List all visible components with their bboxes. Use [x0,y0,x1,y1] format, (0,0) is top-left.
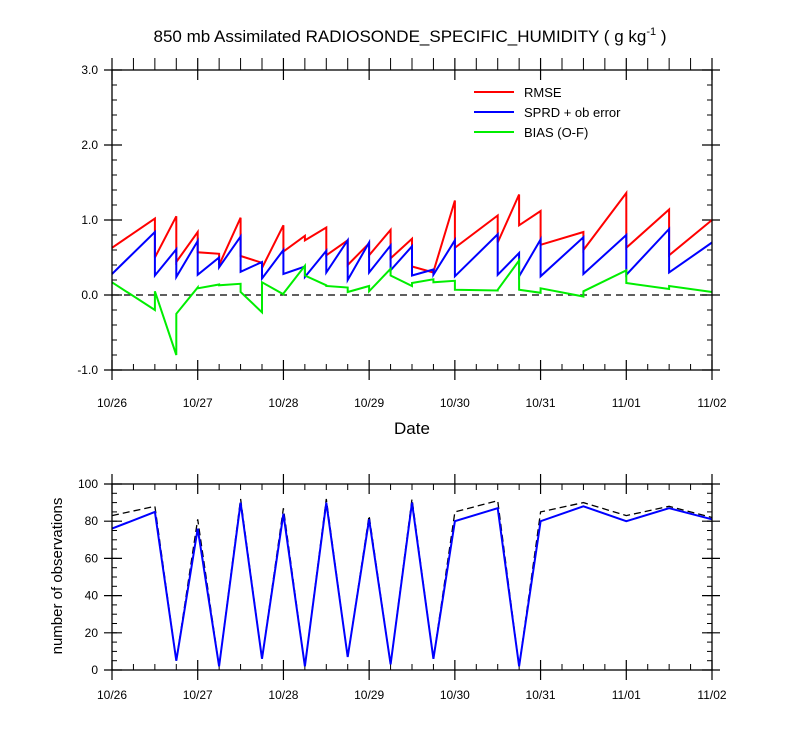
legend-label: BIAS (O-F) [524,125,588,140]
x-tick-label: 10/28 [268,688,298,702]
bottom-y-axis-label: number of observations [49,498,66,655]
series-line-assimilated [111,502,713,667]
x-tick-label: 10/27 [183,688,213,702]
x-tick-label: 10/29 [354,688,384,702]
x-tick-label: 11/02 [697,396,726,410]
x-tick-label: 10/30 [440,688,470,702]
y-tick-label: 2.0 [81,138,98,152]
y-tick-label: -1.0 [77,363,98,377]
x-tick-label: 10/28 [268,396,298,410]
chart-title-end: ) [656,27,666,46]
y-tick-label: 1.0 [81,213,98,227]
y-tick-label: 3.0 [81,63,98,77]
x-tick-label: 11/01 [612,688,641,702]
x-tick-label: 10/26 [97,396,127,410]
x-tick-label: 10/29 [354,396,384,410]
plot-frame [111,69,713,371]
x-tick-label: 11/02 [697,688,726,702]
chart-title-superscript: -1 [646,26,656,38]
y-tick-label: 0.0 [81,288,98,302]
series-line-bias-o-f [111,257,713,356]
legend-label: SPRD + ob error [524,105,621,120]
y-tick-label: 100 [78,477,98,491]
bottom-chart: 0 20 40 60 80 100 10/26 10/27 10/28 10/29 10/30 10/… [78,474,727,702]
y-tick-label: 40 [85,589,99,603]
plot-frame [111,483,713,671]
y-tick-label: 0 [91,663,98,677]
y-tick-label: 80 [85,514,99,528]
x-tick-label: 10/26 [97,688,127,702]
top-chart: -1.0 0.0 1.0 2.0 3.0 10/26 10/27 10/28 10/29 10/3… [77,58,727,410]
series-line-possible [111,498,713,667]
x-tick-label: 10/30 [440,396,470,410]
y-tick-label: 60 [85,551,99,565]
y-tick-label: 20 [85,626,99,640]
chart-title: 850 mb Assimilated RADIOSONDE_SPECIFIC_H… [154,26,667,46]
series-line-sprd-ob-error [111,226,713,284]
x-tick-label: 10/27 [183,396,213,410]
top-x-axis-label: Date [394,419,430,438]
x-tick-label: 11/01 [612,396,641,410]
x-tick-label: 10/31 [526,688,556,702]
x-tick-label: 10/31 [526,396,556,410]
chart-title-main: 850 mb Assimilated RADIOSONDE_SPECIFIC_H… [154,27,647,46]
legend-label: RMSE [524,85,562,100]
